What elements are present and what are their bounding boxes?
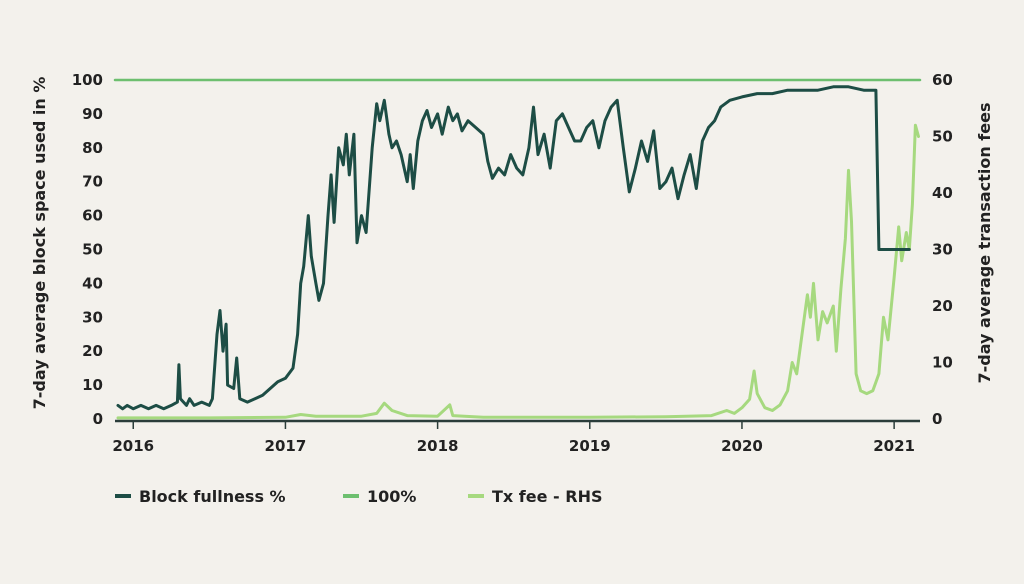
x-tick-label: 2021 bbox=[873, 437, 915, 455]
y-tick-label-right: 10 bbox=[932, 354, 953, 372]
y-tick-label-left: 80 bbox=[82, 139, 103, 157]
y-tick-label-right: 60 bbox=[932, 71, 953, 89]
x-tick-label: 2017 bbox=[265, 437, 307, 455]
y-tick-label-right: 20 bbox=[932, 297, 953, 315]
axes: 0 10 20 30 40 50 60 70 80 90 100 0 10 20 30 40 50 60 2016 2… bbox=[72, 71, 953, 455]
y-tick-label-left: 40 bbox=[82, 274, 103, 292]
y-tick-label-right: 50 bbox=[932, 128, 953, 146]
legend-label: Tx fee - RHS bbox=[492, 487, 602, 506]
y-tick-label-left: 30 bbox=[82, 308, 103, 326]
y-tick-label-left: 70 bbox=[82, 173, 103, 191]
y-axis-title-left: 7-day average block space used in % bbox=[30, 77, 49, 410]
series-block-fullness-line bbox=[116, 85, 911, 411]
series-tx-fee-line bbox=[116, 123, 920, 420]
y-axis-title-right: 7-day average transaction fees bbox=[975, 103, 994, 384]
x-tick-label: 2019 bbox=[569, 437, 611, 455]
y-tick-label-right: 40 bbox=[932, 184, 953, 202]
legend-tx-fee: Tx fee - RHS bbox=[468, 487, 602, 506]
y-tick-label-right: 30 bbox=[932, 241, 953, 259]
y-tick-label-left: 10 bbox=[82, 376, 103, 394]
y-tick-label-left: 100 bbox=[72, 71, 103, 89]
legend-label: 100% bbox=[367, 487, 416, 506]
y-tick-label-right: 0 bbox=[932, 410, 942, 428]
x-tick-label: 2016 bbox=[112, 437, 154, 455]
y-tick-label-left: 20 bbox=[82, 342, 103, 360]
y-tick-label-left: 0 bbox=[93, 410, 103, 428]
x-tick-label: 2020 bbox=[721, 437, 763, 455]
x-tick-label: 2018 bbox=[417, 437, 459, 455]
y-tick-label-left: 90 bbox=[82, 105, 103, 123]
series-layer bbox=[113, 78, 922, 420]
legend-block-fullness: Block fullness % bbox=[115, 487, 286, 506]
legend-label: Block fullness % bbox=[139, 487, 286, 506]
y-tick-label-left: 60 bbox=[82, 207, 103, 225]
legend: Block fullness % 100% Tx fee - RHS bbox=[115, 487, 602, 506]
legend-100-percent: 100% bbox=[343, 487, 416, 506]
y-tick-label-left: 50 bbox=[82, 241, 103, 259]
